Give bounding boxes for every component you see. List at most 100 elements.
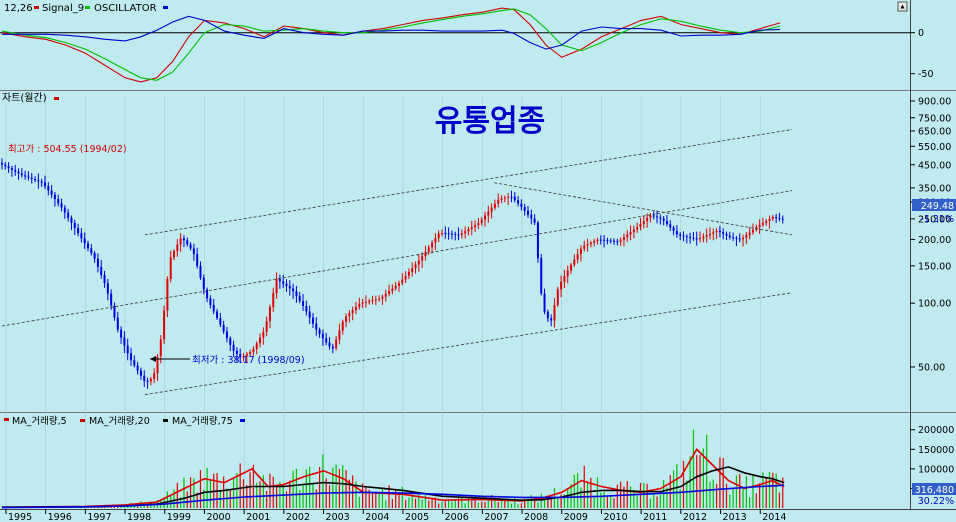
price-candle-body: [738, 238, 741, 240]
price-candle-body: [34, 178, 37, 181]
price-candle-body: [718, 230, 721, 233]
price-candle-body: [73, 222, 76, 229]
price-candle-body: [120, 329, 123, 338]
price-candle-body: [622, 237, 625, 240]
price-candle-body: [245, 354, 248, 357]
price-candle-body: [447, 233, 450, 235]
price-candle-body: [10, 168, 13, 170]
xtick-label: 2000: [206, 512, 230, 522]
price-candle-body: [116, 317, 119, 330]
price-candle-body: [20, 173, 23, 176]
price-candle-body: [523, 207, 526, 211]
price-candle-body: [288, 286, 291, 289]
volume-layer: [1, 429, 785, 509]
price-candle-body: [371, 300, 374, 302]
price-candle-body: [384, 293, 387, 297]
osc-legend-swatch-3: [163, 6, 168, 9]
xtick-label: 1997: [87, 512, 111, 522]
price-candle-body: [110, 293, 113, 306]
price-candle-body: [702, 236, 705, 239]
price-candle-body: [639, 224, 642, 228]
price-candle-body: [192, 248, 195, 255]
price-candle-body: [566, 270, 569, 277]
price-candle-body: [778, 217, 781, 219]
price-candle-body: [159, 339, 162, 357]
price-candle-body: [364, 301, 367, 303]
price-candle-body: [361, 302, 364, 304]
price-candle-body: [285, 283, 288, 287]
price-candle-body: [474, 225, 477, 228]
price-candle-body: [454, 234, 457, 236]
price-candle-body: [649, 215, 652, 218]
price-candle-body: [305, 305, 308, 312]
price-candle-body: [391, 288, 394, 292]
price-candle-body: [298, 296, 301, 302]
price-candle-body: [57, 199, 60, 204]
vol-legend-swatch-2: [163, 419, 168, 422]
price-candle-body: [527, 210, 530, 215]
price-candle-body: [348, 313, 351, 317]
price-candle-body: [83, 238, 86, 244]
price-candle-body: [533, 218, 536, 223]
price-candle-body: [656, 216, 659, 218]
price-candle-body: [331, 346, 334, 349]
grid-layer: [5, 96, 761, 509]
price-candle-body: [401, 279, 404, 284]
price-candle-body: [589, 242, 592, 245]
price-candle-body: [530, 214, 533, 219]
price-candle-body: [4, 164, 7, 167]
volume-ma-line: [1, 484, 785, 509]
price-candle-body: [748, 232, 751, 236]
price-candle-body: [70, 217, 73, 223]
price-candle-body: [153, 373, 156, 379]
price-candle-body: [126, 345, 129, 354]
price-candle-body: [765, 220, 768, 223]
price-candle-body: [292, 288, 295, 292]
price-ytick-label: 450.00: [918, 160, 951, 171]
price-candle-body: [682, 235, 685, 237]
price-ytick-label: 350.00: [918, 183, 951, 194]
price-candle-body: [722, 232, 725, 234]
price-candle-body: [629, 232, 632, 235]
price-candle-body: [662, 218, 665, 221]
xtick-label: 2004: [365, 512, 389, 522]
price-candle-body: [176, 244, 179, 252]
price-candle-body: [579, 248, 582, 255]
price-ytick-label: 150.00: [918, 261, 951, 272]
vol-legend-label-2: MA_거래량,20: [89, 415, 150, 427]
trendline: [494, 182, 793, 236]
price-candle-body: [50, 190, 53, 195]
vol-ytick-label: 100000: [918, 464, 954, 475]
price-candle-body: [232, 344, 235, 351]
low-price-annotation: 최저가 : 38.17 (1998/09): [192, 355, 305, 366]
price-candle-body: [133, 360, 136, 366]
price-candle-body: [37, 180, 40, 182]
price-candle-body: [222, 324, 225, 332]
price-candle-body: [302, 301, 305, 306]
price-candle-body: [345, 316, 348, 322]
osc-legend-label-1: 12,26: [4, 3, 33, 14]
price-candle-body: [695, 238, 698, 240]
price-candle-body: [262, 331, 265, 338]
price-candle-body: [646, 217, 649, 221]
price-candle-body: [96, 258, 99, 267]
price-candle-body: [613, 240, 616, 242]
price-candle-body: [487, 211, 490, 216]
price-candle-body: [186, 240, 189, 245]
price-candle-body: [189, 244, 192, 249]
price-candle-body: [632, 229, 635, 233]
price-candle-body: [156, 356, 159, 374]
price-candle-body: [520, 203, 523, 208]
price-candle-body: [464, 231, 467, 234]
price-candle-body: [583, 245, 586, 249]
xtick-label: 2003: [326, 512, 350, 522]
price-candle-body: [556, 289, 559, 306]
price-candle-body: [53, 194, 56, 200]
panel-toggle-icon: [900, 4, 905, 9]
osc-ytick-label: 0: [918, 28, 924, 39]
osc-series-line: [2, 15, 781, 50]
price-candle-body: [139, 370, 142, 376]
price-candle-body: [378, 298, 381, 300]
price-candle-body: [606, 240, 609, 242]
price-ytick-label: 200.00: [918, 235, 951, 246]
